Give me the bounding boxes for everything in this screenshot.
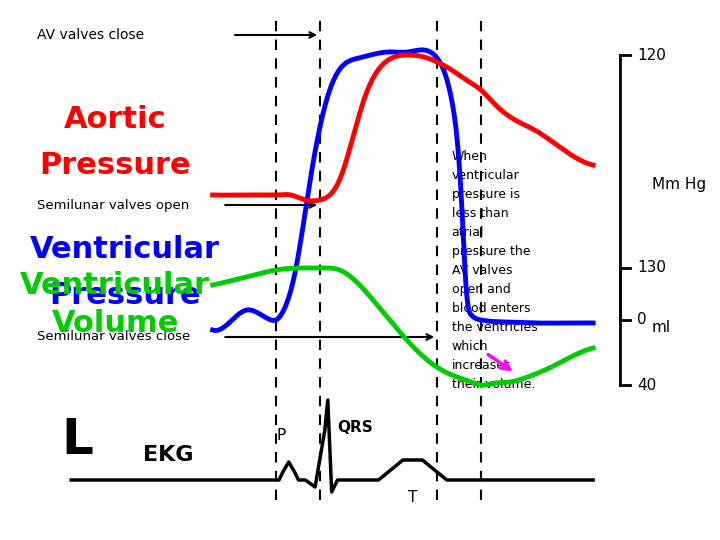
Text: ml: ml [652,320,671,334]
Text: T: T [408,489,418,504]
Text: L: L [61,416,94,464]
Text: Pressure: Pressure [40,151,191,179]
Text: 130: 130 [637,260,666,275]
Text: 40: 40 [637,377,657,393]
Text: 0: 0 [637,313,647,327]
Text: P: P [276,428,286,442]
Text: Ventricular: Ventricular [30,235,220,265]
Text: Mm Hg: Mm Hg [652,178,706,192]
Text: AV valves close: AV valves close [37,28,144,42]
Text: Volume: Volume [51,308,179,338]
Text: Aortic: Aortic [64,105,166,134]
Text: QRS: QRS [338,420,373,435]
Text: Semilunar valves close: Semilunar valves close [37,330,190,343]
Text: EKG: EKG [143,445,194,465]
Text: Semilunar valves open: Semilunar valves open [37,199,189,212]
Text: 120: 120 [637,48,666,63]
Text: When
ventricular
pressure is
less than
atrial
pressure the
AV valves
open and
bl: When ventricular pressure is less than a… [451,150,537,391]
Text: Pressure: Pressure [49,280,201,309]
Text: Ventricular: Ventricular [20,271,210,300]
